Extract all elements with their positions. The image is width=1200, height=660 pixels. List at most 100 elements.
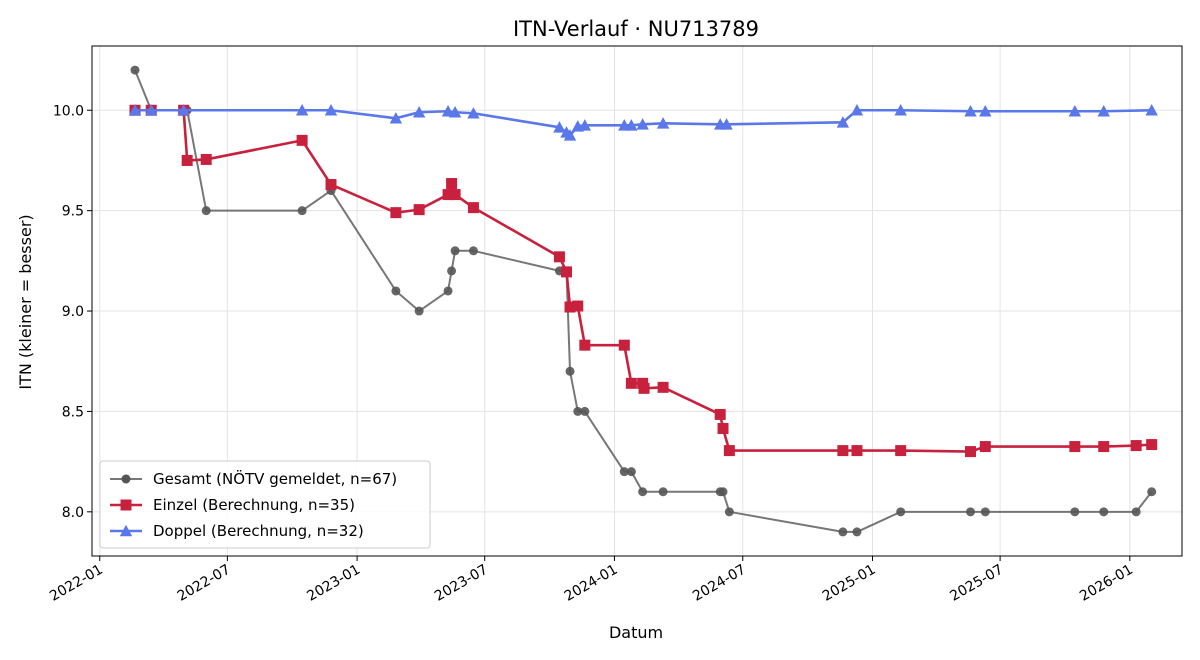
chart-title: ITN-Verlauf · NU713789 — [513, 17, 759, 41]
data-point — [1146, 439, 1158, 451]
data-point — [449, 189, 461, 201]
data-point — [390, 207, 402, 219]
y-axis: 8.0 8.5 9.0 9.5 10.0 — [53, 103, 92, 521]
y-tick-label: 8.0 — [62, 505, 84, 521]
legend-swatch-marker — [121, 474, 131, 484]
series-markers — [128, 104, 1158, 141]
data-point — [553, 121, 566, 133]
data-point — [296, 134, 308, 146]
data-point — [618, 339, 630, 351]
data-point — [448, 106, 462, 118]
data-point — [325, 179, 337, 191]
data-point — [979, 441, 991, 453]
legend-label: Einzel (Berechnung, n=35) — [153, 496, 355, 514]
data-point — [837, 445, 849, 457]
data-point — [467, 202, 479, 214]
data-point — [391, 286, 401, 296]
data-point — [1069, 441, 1081, 453]
data-point — [723, 445, 735, 457]
data-point — [580, 406, 590, 416]
data-point — [1099, 507, 1109, 517]
legend-label: Gesamt (NÖTV gemeldet, n=67) — [153, 469, 397, 488]
data-point — [145, 104, 158, 116]
data-point — [965, 507, 975, 517]
data-point — [1068, 105, 1082, 117]
data-point — [572, 300, 584, 312]
data-point — [565, 366, 575, 376]
series-einzel — [129, 104, 1158, 458]
data-point — [389, 112, 403, 124]
data-point — [573, 406, 583, 416]
data-point — [852, 527, 862, 537]
data-point — [413, 204, 425, 216]
data-point — [447, 266, 457, 276]
y-axis-label: ITN (kleiner = besser) — [16, 214, 35, 389]
data-point — [657, 381, 669, 393]
x-axis: 2022-01 2022-07 2023-01 2023-07 2024-01 2024-… — [47, 556, 1136, 605]
data-point — [979, 105, 992, 117]
data-point — [724, 507, 734, 517]
data-point — [894, 104, 907, 116]
data-point — [895, 445, 907, 457]
data-point — [1098, 441, 1110, 453]
legend-swatch-marker — [119, 524, 133, 537]
legend: Gesamt (NÖTV gemeldet, n=67) Einzel (Bere… — [99, 460, 431, 549]
data-point — [717, 423, 729, 434]
series-layer — [128, 65, 1158, 537]
data-point — [720, 118, 733, 130]
y-tick-label: 9.5 — [62, 204, 84, 220]
data-point — [851, 445, 863, 457]
data-point — [468, 246, 478, 256]
data-point — [324, 104, 338, 116]
y-tick-label: 9.0 — [62, 304, 84, 320]
data-point — [636, 118, 649, 130]
data-point — [200, 153, 212, 165]
data-point — [964, 105, 977, 117]
x-tick-label: 2022-01 — [47, 562, 106, 605]
x-tick-label: 2024-07 — [690, 562, 749, 605]
data-point — [467, 107, 480, 119]
data-point — [412, 106, 426, 118]
data-point — [1097, 105, 1110, 117]
data-point — [1070, 507, 1080, 517]
data-point — [896, 507, 906, 517]
y-tick-label: 10.0 — [53, 103, 84, 119]
legend-label: Doppel (Berechnung, n=32) — [153, 522, 364, 540]
data-point — [130, 65, 140, 75]
data-point — [563, 129, 577, 141]
series-doppel — [128, 104, 1158, 141]
data-point — [714, 408, 726, 420]
data-point — [638, 487, 648, 497]
x-tick-label: 2023-07 — [432, 562, 491, 605]
data-point — [980, 507, 990, 517]
x-axis-label: Datum — [609, 623, 663, 642]
data-point — [560, 266, 572, 278]
data-point — [443, 286, 453, 296]
data-point — [181, 154, 193, 166]
data-point — [177, 104, 190, 116]
x-tick-label: 2023-01 — [304, 562, 363, 605]
data-point — [564, 301, 576, 313]
data-point — [836, 116, 850, 128]
data-point — [414, 306, 424, 316]
data-point — [442, 189, 454, 201]
x-tick-label: 2022-07 — [175, 562, 234, 605]
plot-frame — [91, 45, 1183, 557]
data-point — [625, 377, 637, 389]
x-tick-label: 2025-01 — [820, 562, 879, 605]
data-point — [718, 487, 728, 497]
legend-frame — [99, 460, 431, 549]
data-point — [625, 119, 638, 131]
x-tick-label: 2025-07 — [947, 562, 1006, 605]
data-point — [1147, 487, 1157, 497]
data-point — [850, 104, 864, 116]
data-point — [638, 382, 650, 394]
data-point — [201, 206, 211, 216]
data-point — [626, 467, 636, 477]
data-point — [128, 104, 142, 116]
data-point — [297, 206, 307, 216]
data-point — [553, 251, 565, 263]
data-point — [1145, 104, 1158, 116]
